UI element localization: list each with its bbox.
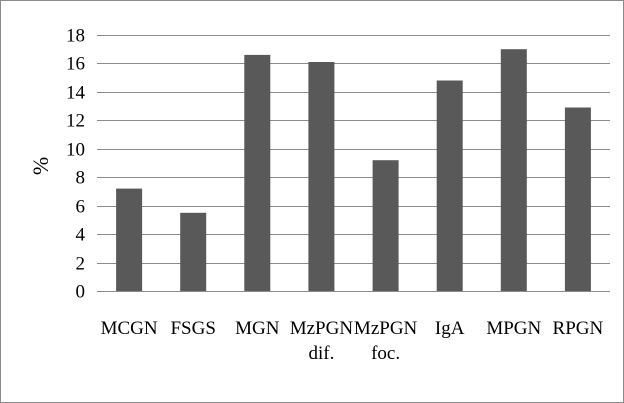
bar (372, 160, 399, 291)
x-tick-label: foc. (371, 343, 400, 364)
y-axis-label: % (28, 157, 53, 175)
bar (436, 80, 463, 291)
x-tick-label: RPGN (553, 318, 604, 339)
x-tick-label: MPGN (486, 318, 541, 339)
bar (564, 107, 591, 291)
y-tick-label: 2 (76, 254, 86, 275)
x-tick-label: MCGN (101, 318, 158, 339)
x-tick-label: MzPGN (290, 318, 354, 339)
bar (180, 212, 207, 291)
gridlines (97, 35, 610, 292)
bar (244, 54, 271, 292)
y-tick-label: 12 (66, 111, 85, 132)
bar (500, 49, 527, 292)
x-tick-labels: MCGN FSGS MGN MzPGN dif. MzPGN foc. IgA MPGN RPGN (101, 318, 604, 364)
x-tick-label: MzPGN (354, 318, 418, 339)
y-tick-labels: 0 2 4 6 8 10 12 14 16 18 (66, 26, 86, 303)
bars (116, 49, 591, 292)
y-tick-label: 18 (66, 26, 85, 47)
y-tick-label: 4 (76, 225, 86, 246)
y-tick-label: 10 (66, 140, 85, 161)
y-tick-label: 6 (76, 197, 86, 218)
y-tick-label: 8 (76, 168, 86, 189)
x-tick-label: FSGS (170, 318, 215, 339)
bar (116, 188, 143, 291)
x-tick-label: IgA (435, 318, 465, 339)
x-tick-label: MGN (235, 318, 280, 339)
bar (308, 62, 335, 291)
x-tick-label: dif. (308, 343, 334, 364)
y-tick-label: 14 (66, 83, 86, 104)
y-tick-label: 0 (76, 282, 86, 303)
y-tick-label: 16 (66, 54, 85, 75)
